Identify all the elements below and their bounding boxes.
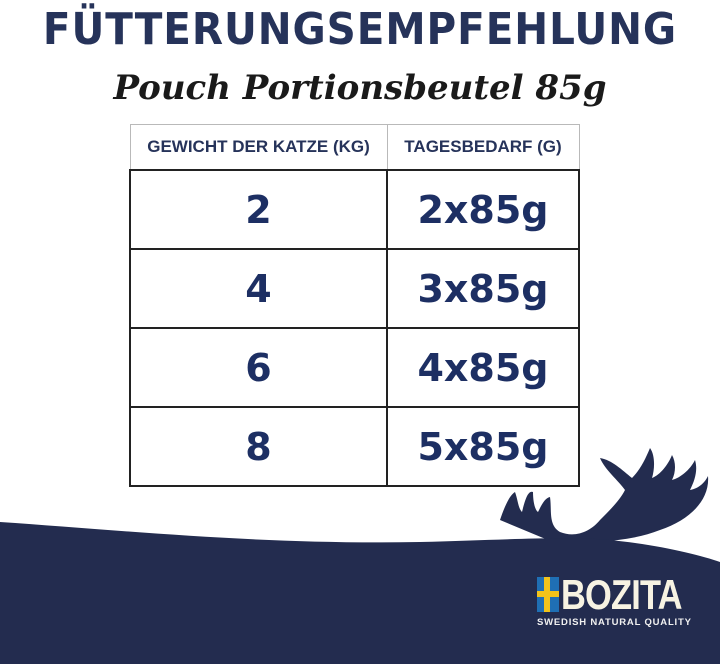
swedish-flag-icon	[537, 577, 559, 612]
page-subtitle: Pouch Portionsbeutel 85g	[113, 68, 607, 108]
column-header-weight: GEWICHT DER KATZE (KG)	[129, 124, 388, 171]
table-header-row: GEWICHT DER KATZE (KG) TAGESBEDARF (G)	[129, 124, 580, 171]
table-row: 6 4x85g	[129, 327, 580, 408]
feeding-table: GEWICHT DER KATZE (KG) TAGESBEDARF (G) 2…	[129, 124, 580, 487]
amount-cell: 2x85g	[386, 169, 580, 250]
table-row: 8 5x85g	[129, 406, 580, 487]
brand-name: BOZITA	[561, 571, 683, 618]
weight-cell: 4	[129, 248, 388, 329]
page-title: FÜTTERUNGSEMPFEHLUNG	[42, 4, 678, 55]
amount-cell: 4x85g	[386, 327, 580, 408]
brand-tagline: SWEDISH NATURAL QUALITY	[537, 617, 692, 628]
navy-wave	[0, 522, 720, 664]
weight-cell: 8	[129, 406, 388, 487]
moose-antler-icon	[500, 448, 709, 545]
table-row: 2 2x85g	[129, 169, 580, 250]
amount-cell: 3x85g	[386, 248, 580, 329]
weight-cell: 2	[129, 169, 388, 250]
table-row: 4 3x85g	[129, 248, 580, 329]
weight-cell: 6	[129, 327, 388, 408]
amount-cell: 5x85g	[386, 406, 580, 487]
